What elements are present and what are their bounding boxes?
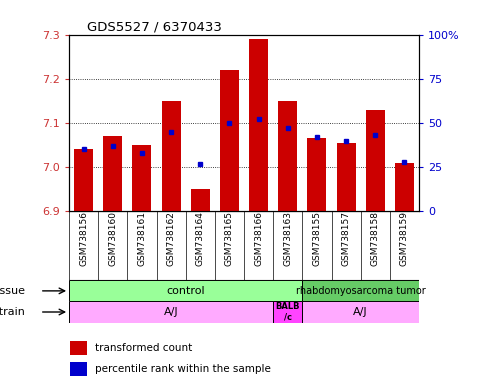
Bar <box>162 101 180 211</box>
Text: GSM738160: GSM738160 <box>108 211 117 266</box>
Bar <box>220 70 239 211</box>
Bar <box>302 280 419 301</box>
Text: GSM738163: GSM738163 <box>283 211 292 266</box>
Bar <box>279 101 297 211</box>
Bar <box>70 341 87 355</box>
Text: GSM738161: GSM738161 <box>138 211 146 266</box>
Bar <box>302 301 419 323</box>
Bar <box>337 143 355 211</box>
Text: GSM738162: GSM738162 <box>167 211 176 266</box>
Bar <box>308 138 326 211</box>
Text: GSM738165: GSM738165 <box>225 211 234 266</box>
Bar <box>69 301 273 323</box>
Bar <box>191 189 210 211</box>
Text: strain: strain <box>0 307 25 317</box>
Text: transformed count: transformed count <box>96 343 193 353</box>
Text: GSM738164: GSM738164 <box>196 211 205 266</box>
Text: control: control <box>166 286 205 296</box>
Bar <box>104 136 122 211</box>
Text: tissue: tissue <box>0 286 25 296</box>
Text: BALB
/c: BALB /c <box>276 302 300 322</box>
Bar <box>366 109 385 211</box>
Text: GSM738157: GSM738157 <box>342 211 351 266</box>
Text: GSM738158: GSM738158 <box>371 211 380 266</box>
Text: A/J: A/J <box>353 307 368 317</box>
Text: percentile rank within the sample: percentile rank within the sample <box>96 364 271 374</box>
Text: GSM738166: GSM738166 <box>254 211 263 266</box>
Text: GSM738155: GSM738155 <box>313 211 321 266</box>
Text: A/J: A/J <box>164 307 178 317</box>
Bar <box>249 39 268 211</box>
Bar <box>70 362 87 376</box>
Text: GDS5527 / 6370433: GDS5527 / 6370433 <box>87 20 221 33</box>
Bar <box>69 280 302 301</box>
Bar <box>74 149 93 211</box>
Bar <box>133 145 151 211</box>
Bar <box>395 162 414 211</box>
Text: rhabdomyosarcoma tumor: rhabdomyosarcoma tumor <box>296 286 425 296</box>
Bar <box>273 301 302 323</box>
Text: GSM738159: GSM738159 <box>400 211 409 266</box>
Text: GSM738156: GSM738156 <box>79 211 88 266</box>
